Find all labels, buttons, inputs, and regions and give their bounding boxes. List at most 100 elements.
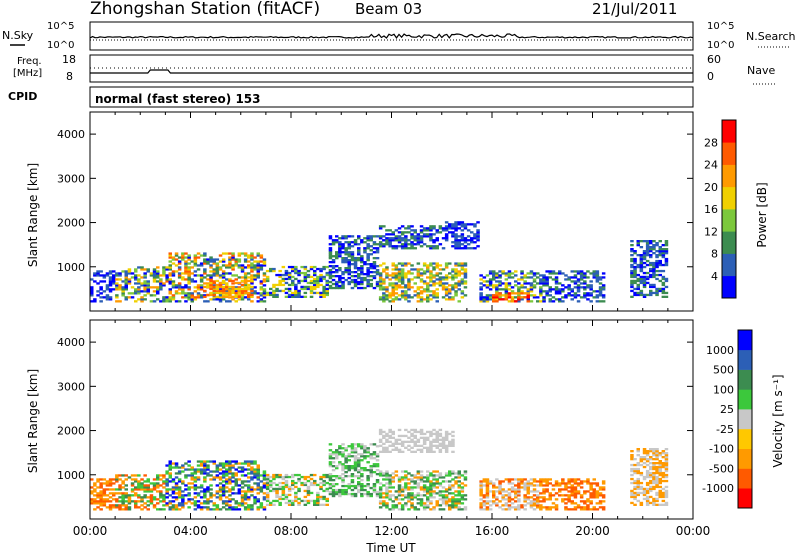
data-cell — [190, 292, 194, 295]
data-cell — [184, 262, 188, 265]
data-cell — [385, 296, 389, 299]
data-cell — [501, 496, 505, 499]
data-cell — [507, 480, 512, 483]
data-cell — [350, 473, 355, 476]
data-cell — [482, 508, 487, 511]
data-cell — [275, 493, 279, 497]
data-cell — [378, 502, 383, 505]
data-cell — [250, 462, 254, 465]
data-cell — [378, 496, 383, 499]
data-cell — [228, 252, 232, 255]
data-cell — [532, 274, 537, 277]
data-cell — [366, 484, 370, 488]
data-cell — [294, 269, 298, 273]
data-cell — [181, 506, 185, 509]
data-cell — [413, 508, 417, 511]
data-cell — [99, 504, 103, 507]
data-cell — [504, 494, 509, 497]
data-cell — [353, 282, 358, 286]
data-cell — [338, 461, 342, 464]
data-cell — [441, 237, 446, 240]
data-cell — [127, 496, 132, 499]
data-cell — [407, 472, 411, 475]
data-cell — [419, 241, 424, 244]
data-cell — [536, 300, 540, 303]
data-cell — [570, 488, 574, 491]
data-cell — [372, 286, 377, 290]
data-cell — [187, 258, 191, 261]
data-cell — [338, 451, 342, 454]
data-cell — [400, 286, 405, 289]
data-cell — [218, 494, 223, 497]
data-cell — [526, 496, 530, 499]
data-cell — [404, 286, 408, 289]
x-tick-label: 12:00 — [374, 524, 409, 538]
data-cell — [438, 231, 443, 234]
data-cell — [385, 229, 389, 232]
data-cell — [309, 477, 314, 481]
data-cell — [228, 508, 232, 511]
data-cell — [187, 286, 191, 289]
data-cell — [410, 506, 414, 509]
data-cell — [209, 291, 213, 295]
data-cell — [526, 300, 530, 303]
data-cell — [460, 243, 465, 246]
data-cell — [554, 508, 559, 511]
data-cell — [284, 473, 289, 477]
data-cell — [504, 298, 509, 301]
data-cell — [231, 287, 235, 291]
data-cell — [93, 274, 97, 277]
data-cell — [457, 262, 461, 265]
data-cell — [187, 298, 191, 301]
data-cell — [432, 508, 436, 511]
colorbar-tick-label: 12 — [704, 225, 718, 238]
data-cell — [507, 494, 512, 497]
data-cell — [181, 288, 185, 291]
data-cell — [350, 494, 355, 498]
data-cell — [357, 484, 361, 488]
data-cell — [137, 290, 141, 293]
data-cell — [382, 270, 386, 273]
data-cell — [366, 447, 370, 450]
data-cell — [633, 252, 637, 255]
data-cell — [146, 268, 150, 271]
data-cell — [448, 508, 452, 511]
data-cell — [190, 502, 194, 505]
data-cell — [297, 279, 301, 283]
data-cell — [385, 450, 389, 453]
data-cell — [96, 502, 100, 505]
data-cell — [212, 298, 216, 301]
data-cell — [432, 470, 436, 473]
data-cell — [382, 280, 386, 283]
data-cell — [385, 482, 389, 485]
data-cell — [435, 440, 439, 443]
data-cell — [165, 278, 169, 281]
data-cell — [221, 294, 226, 297]
data-cell — [250, 295, 254, 298]
data-cell — [215, 466, 220, 469]
data-cell — [636, 471, 640, 475]
data-cell — [636, 263, 640, 267]
data-cell — [485, 284, 490, 287]
data-cell — [561, 500, 565, 503]
data-cell — [517, 488, 521, 491]
data-cell — [529, 504, 534, 507]
data-cell — [410, 504, 414, 507]
data-cell — [353, 486, 358, 490]
data-cell — [394, 292, 399, 295]
data-cell — [564, 494, 568, 497]
data-cell — [272, 489, 276, 493]
data-cell — [156, 478, 160, 481]
data-cell — [366, 267, 370, 270]
data-cell — [278, 475, 282, 479]
data-cell — [366, 479, 370, 482]
data-cell — [435, 444, 439, 447]
data-cell — [134, 504, 138, 507]
colorbar-tick-label: 25 — [720, 403, 734, 416]
data-cell — [256, 474, 260, 477]
data-cell — [121, 492, 125, 495]
data-cell — [413, 480, 417, 483]
data-cell — [218, 294, 223, 297]
data-cell — [589, 280, 593, 283]
data-cell — [322, 291, 326, 295]
